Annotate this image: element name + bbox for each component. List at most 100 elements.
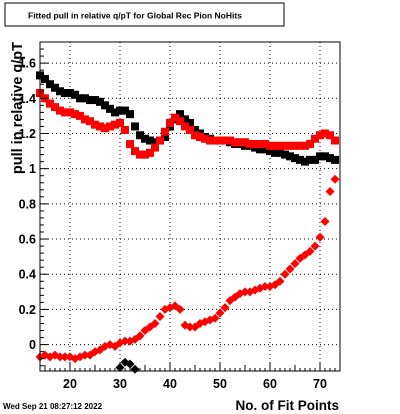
data-point-square bbox=[196, 133, 204, 142]
data-point-square bbox=[286, 141, 294, 150]
data-point-diamond bbox=[320, 216, 330, 226]
data-point-square bbox=[71, 110, 79, 119]
data-point-square bbox=[266, 141, 274, 150]
data-point-diamond bbox=[260, 282, 270, 292]
data-point-square bbox=[81, 94, 89, 103]
data-point-square bbox=[311, 155, 319, 164]
y-tick-label: 0 bbox=[29, 338, 36, 352]
data-point-square bbox=[101, 101, 109, 110]
data-point-square bbox=[271, 141, 279, 150]
data-point-diamond bbox=[215, 308, 225, 318]
data-point-diamond bbox=[185, 322, 195, 332]
data-point-square bbox=[121, 106, 129, 115]
data-point-square bbox=[241, 138, 249, 147]
data-point-square bbox=[281, 141, 289, 150]
y-tick-label: 1.4 bbox=[19, 92, 36, 106]
data-point-square bbox=[111, 120, 119, 129]
data-point-diamond bbox=[125, 359, 135, 369]
data-point-square bbox=[216, 136, 224, 145]
data-point-diamond bbox=[80, 350, 90, 360]
data-point-square bbox=[131, 122, 139, 131]
data-point-square bbox=[261, 140, 269, 149]
data-point-square bbox=[166, 118, 174, 127]
data-point-square bbox=[106, 104, 114, 113]
data-point-square bbox=[276, 148, 284, 157]
data-point-square bbox=[96, 97, 104, 106]
x-tick-label: 30 bbox=[113, 377, 127, 391]
data-point-diamond bbox=[315, 232, 325, 242]
y-tick-label: 0.6 bbox=[19, 233, 36, 247]
data-point-square bbox=[201, 134, 209, 143]
data-point-square bbox=[186, 125, 194, 134]
data-point-square bbox=[221, 136, 229, 145]
x-tick-label: 50 bbox=[213, 377, 227, 391]
data-point-square bbox=[321, 152, 329, 161]
x-axis-label: No. of Fit Points bbox=[236, 398, 340, 413]
data-point-diamond bbox=[285, 264, 295, 274]
data-point-square bbox=[181, 115, 189, 124]
data-point-square bbox=[151, 138, 159, 147]
data-point-square bbox=[46, 80, 54, 89]
data-point-square bbox=[316, 131, 324, 140]
data-point-square bbox=[181, 122, 189, 131]
data-point-square bbox=[301, 157, 309, 166]
y-axis-label: pull in relative q/pT bbox=[10, 42, 26, 174]
data-point-diamond bbox=[325, 187, 335, 197]
data-point-square bbox=[136, 131, 144, 140]
y-tick-label: 1.2 bbox=[19, 127, 36, 141]
data-point-diamond bbox=[240, 287, 250, 297]
data-point-square bbox=[266, 147, 274, 156]
data-point-diamond bbox=[155, 311, 165, 321]
data-point-square bbox=[76, 94, 84, 103]
data-point-square bbox=[91, 120, 99, 129]
data-point-diamond bbox=[60, 352, 70, 362]
data-point-square bbox=[326, 154, 334, 163]
data-point-square bbox=[51, 103, 59, 112]
data-point-square bbox=[321, 129, 329, 138]
data-point-square bbox=[211, 136, 219, 145]
data-point-square bbox=[176, 110, 184, 119]
data-point-square bbox=[146, 136, 154, 145]
data-point-square bbox=[56, 106, 64, 115]
data-point-square bbox=[76, 111, 84, 120]
data-point-square bbox=[306, 140, 314, 149]
data-point-square bbox=[256, 140, 264, 149]
data-point-square bbox=[281, 150, 289, 159]
data-point-square bbox=[126, 110, 134, 119]
data-point-square bbox=[271, 148, 279, 157]
data-point-square bbox=[61, 108, 69, 117]
y-tick-label: 1 bbox=[29, 162, 36, 176]
data-point-square bbox=[176, 117, 184, 126]
data-point-square bbox=[156, 136, 164, 145]
data-point-square bbox=[326, 131, 334, 140]
data-point-square bbox=[191, 131, 199, 140]
data-point-square bbox=[141, 150, 149, 159]
x-tick-label: 70 bbox=[313, 377, 327, 391]
data-point-diamond bbox=[305, 246, 315, 256]
data-point-diamond bbox=[135, 331, 145, 341]
data-point-square bbox=[191, 125, 199, 134]
data-point-square bbox=[236, 138, 244, 147]
timestamp: Wed Sep 21 08:27:12 2022 bbox=[3, 402, 103, 411]
chart-title: Fitted pull in relative q/pT for Global … bbox=[28, 11, 242, 21]
y-tick-label: 0.2 bbox=[19, 303, 36, 317]
x-tick-label: 20 bbox=[63, 377, 77, 391]
data-point-square bbox=[251, 140, 259, 149]
data-point-square bbox=[131, 147, 139, 156]
data-point-square bbox=[206, 136, 214, 145]
data-point-diamond bbox=[120, 336, 130, 346]
data-point-square bbox=[146, 148, 154, 157]
data-point-diamond bbox=[210, 313, 220, 323]
data-point-square bbox=[106, 122, 114, 131]
grid bbox=[40, 42, 340, 371]
data-point-square bbox=[186, 118, 194, 127]
data-point-square bbox=[231, 138, 239, 147]
data-point-square bbox=[316, 152, 324, 161]
data-point-square bbox=[61, 89, 69, 98]
data-point-square bbox=[161, 127, 169, 136]
y-tick-label: 0.4 bbox=[19, 268, 36, 282]
data-point-square bbox=[86, 117, 94, 126]
data-point-square bbox=[246, 140, 254, 149]
data-points bbox=[35, 71, 340, 374]
data-point-square bbox=[291, 141, 299, 150]
